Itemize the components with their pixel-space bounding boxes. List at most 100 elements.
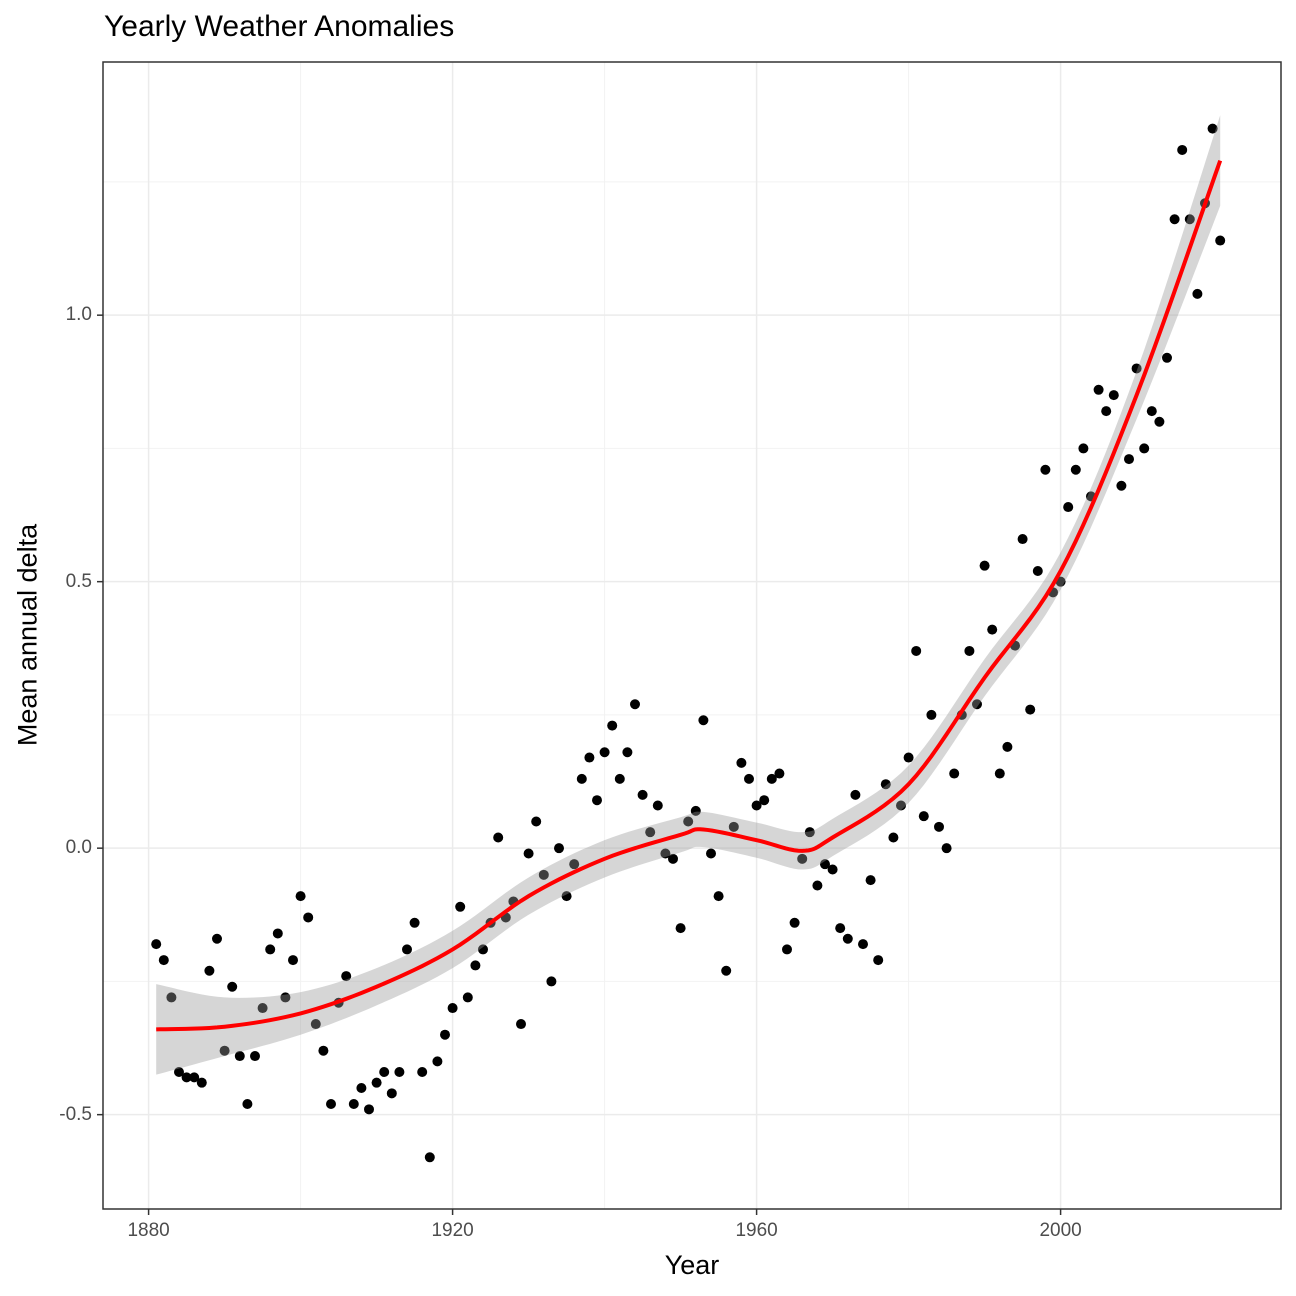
data-point (493, 832, 504, 843)
smooth-trend-line (156, 159, 1223, 1032)
data-point (523, 848, 534, 859)
data-point (812, 880, 823, 891)
data-point (386, 1088, 397, 1099)
x-tick-label: 1880 (127, 1220, 170, 1241)
data-point (364, 1104, 374, 1115)
data-point (1207, 123, 1218, 134)
data-point (204, 965, 215, 976)
data-point (1070, 464, 1081, 475)
data-point (972, 699, 982, 710)
data-point (766, 773, 777, 784)
data-point (706, 848, 716, 859)
data-point (614, 773, 625, 784)
data-point (865, 875, 876, 886)
data-point (242, 1099, 253, 1110)
data-point (227, 981, 238, 992)
data-point (896, 800, 906, 811)
data-point (561, 891, 572, 902)
data-point (280, 992, 291, 1003)
data-point (234, 1051, 245, 1062)
data-point (744, 773, 754, 784)
data-point (880, 779, 891, 790)
data-point (478, 944, 488, 955)
data-point (721, 965, 732, 976)
data-point (858, 939, 868, 950)
data-point (1108, 390, 1119, 401)
data-point (994, 768, 1005, 779)
data-point (683, 816, 694, 827)
data-point (888, 832, 899, 843)
data-point (675, 923, 686, 934)
data-point (903, 752, 914, 763)
data-point (1017, 534, 1028, 545)
data-point (759, 795, 770, 806)
data-point (774, 768, 785, 779)
data-point (1162, 352, 1172, 363)
data-point (295, 891, 306, 902)
data-point (979, 560, 990, 571)
data-point (1124, 454, 1134, 465)
data-point (371, 1077, 382, 1088)
data-point (987, 624, 998, 635)
data-point (911, 645, 922, 656)
data-point (1184, 214, 1195, 225)
data-point (1025, 704, 1036, 715)
data-point (652, 800, 663, 811)
data-point (379, 1067, 390, 1078)
data-point (599, 747, 610, 758)
data-point (417, 1067, 428, 1078)
data-point (402, 944, 412, 955)
data-point (1032, 566, 1043, 577)
data-point (713, 891, 724, 902)
data-point (804, 827, 815, 838)
data-point (941, 843, 952, 854)
data-point (842, 933, 853, 944)
data-point (797, 853, 808, 864)
data-point (827, 864, 838, 875)
data-point (394, 1067, 405, 1078)
data-point (728, 821, 739, 832)
y-tick-label: 0.0 (65, 837, 92, 859)
data-point (348, 1099, 359, 1110)
data-point (698, 715, 709, 726)
data-point (318, 1045, 329, 1056)
data-point (1078, 443, 1089, 454)
data-point (668, 853, 678, 864)
data-point (288, 955, 298, 966)
data-point (1169, 214, 1180, 225)
data-point (751, 800, 762, 811)
data-point (1139, 443, 1150, 454)
x-axis-label: Year (664, 1250, 720, 1280)
data-point (1215, 235, 1226, 246)
data-point (1116, 480, 1127, 491)
data-point (645, 827, 656, 838)
data-point (835, 923, 846, 934)
data-point (212, 933, 222, 944)
data-point (257, 1003, 268, 1014)
data-point (151, 939, 162, 950)
data-point (1101, 406, 1112, 417)
data-point (964, 645, 975, 656)
data-point (630, 699, 640, 710)
chart-title: Yearly Weather Anomalies (104, 10, 455, 43)
data-point (576, 773, 587, 784)
data-point (250, 1051, 260, 1062)
y-tick-label: -0.5 (59, 1103, 92, 1125)
data-point (736, 757, 747, 768)
data-point (1154, 416, 1165, 427)
data-point (265, 944, 276, 955)
data-point (1146, 406, 1157, 417)
data-point (690, 805, 701, 816)
data-point (516, 1019, 526, 1030)
data-point (470, 960, 481, 971)
y-tick-label: 1.0 (65, 304, 92, 326)
data-point (432, 1056, 443, 1067)
data-point (926, 709, 937, 720)
data-point (1131, 363, 1142, 374)
data-point (531, 816, 542, 827)
data-point (455, 901, 466, 912)
data-point (409, 917, 420, 928)
data-point (326, 1099, 336, 1110)
data-point (592, 795, 602, 806)
